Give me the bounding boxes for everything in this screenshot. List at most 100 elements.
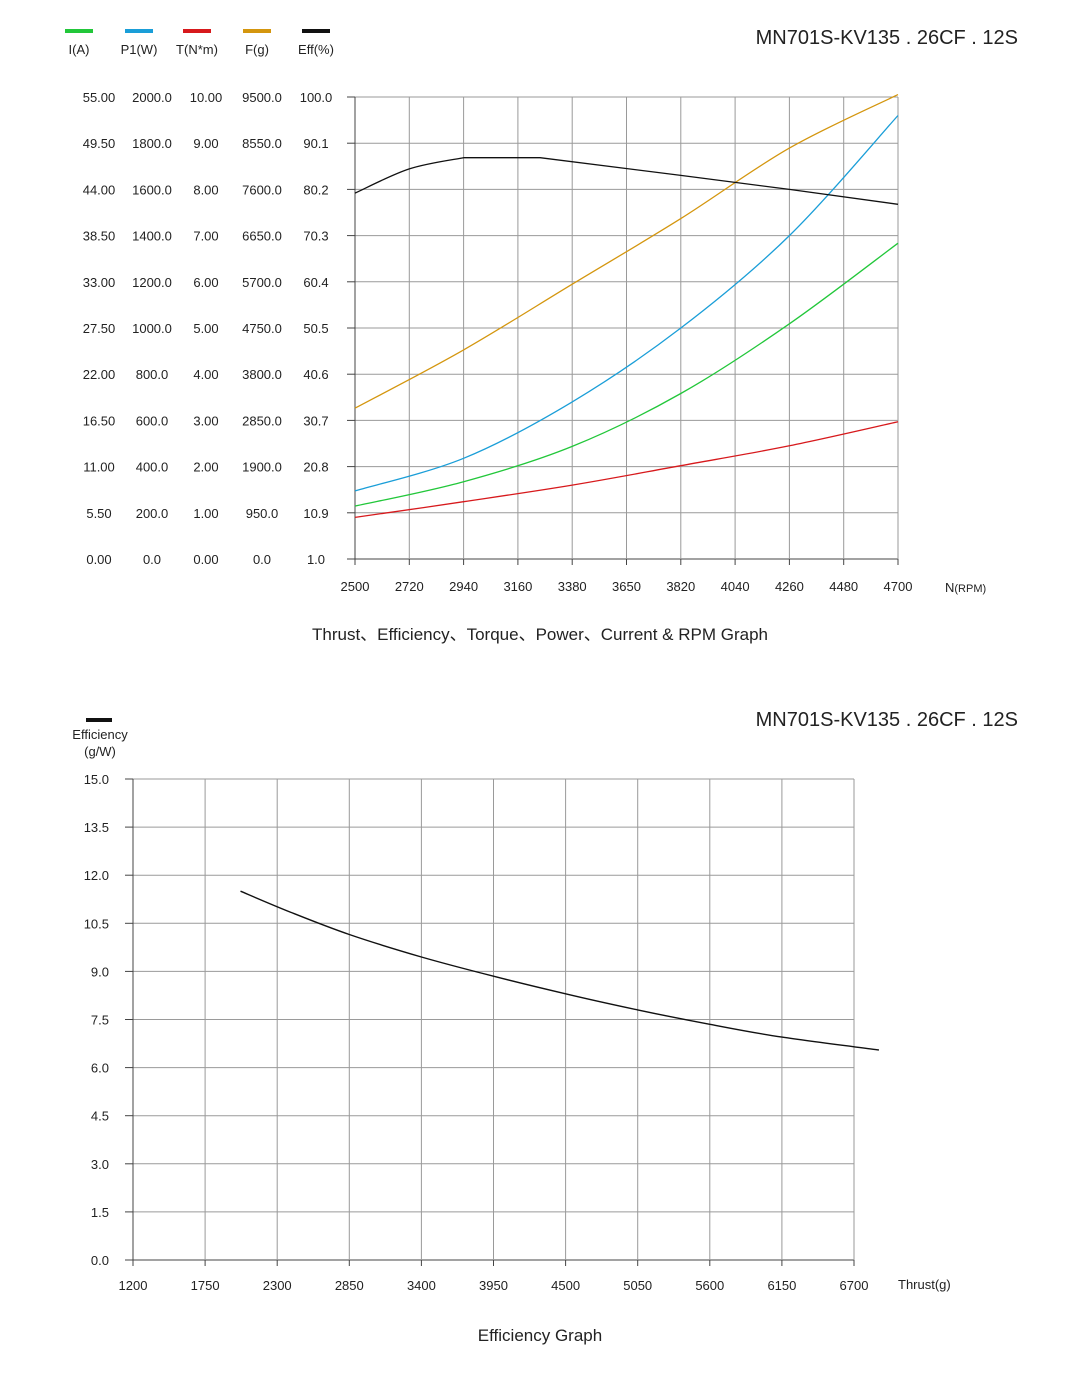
- legend-swatch-1: [125, 29, 153, 33]
- legend-swatch-3: [243, 29, 271, 33]
- chart1-model-label: MN701S-KV135 . 26CF . 12S: [756, 27, 1018, 49]
- series-line-1: [354, 115, 899, 492]
- y-tick-label: 30.7: [303, 413, 328, 428]
- y-tick-label: 16.50: [83, 413, 116, 428]
- x-tick-label: 2940: [449, 579, 478, 594]
- y-tick-label: 49.50: [83, 136, 116, 151]
- x-tick-label: 3400: [407, 1278, 436, 1293]
- series-line-2: [354, 421, 899, 519]
- y-tick-label: 0.00: [86, 552, 111, 567]
- x-tick-label: 5600: [695, 1278, 724, 1293]
- y-tick-label: 4.5: [91, 1109, 109, 1124]
- y-tick-label: 9500.0: [242, 90, 282, 105]
- y-tick-label: 60.4: [303, 275, 328, 290]
- y-tick-label: 1000.0: [132, 321, 172, 336]
- y-tick-label: 8550.0: [242, 136, 282, 151]
- x-tick-label: 2720: [395, 579, 424, 594]
- y-tick-label: 0.00: [193, 552, 218, 567]
- y-tick-label: 44.00: [83, 182, 116, 197]
- x-tick-label: 4500: [551, 1278, 580, 1293]
- x-tick-label: 1750: [191, 1278, 220, 1293]
- y-tick-label: 7.00: [193, 229, 218, 244]
- x-tick-label: 4040: [721, 579, 750, 594]
- x-tick-label: 2300: [263, 1278, 292, 1293]
- y-tick-label: 6650.0: [242, 229, 282, 244]
- series-line-3: [354, 94, 899, 409]
- y-tick-label: 2.00: [193, 460, 218, 475]
- y-tick-label: 8.00: [193, 182, 218, 197]
- y-tick-label: 100.0: [300, 90, 333, 105]
- y-tick-label: 55.00: [83, 90, 116, 105]
- x-tick-label: 3950: [479, 1278, 508, 1293]
- y-tick-label: 5.00: [193, 321, 218, 336]
- y-tick-label: 12.0: [84, 868, 109, 883]
- y-tick-label: 22.00: [83, 367, 116, 382]
- y-tick-label: 10.9: [303, 506, 328, 521]
- y-tick-label: 1900.0: [242, 460, 282, 475]
- chart2-y-axis-label: (g/W): [84, 744, 116, 759]
- y-tick-label: 6.0: [91, 1061, 109, 1076]
- y-tick-label: 6.00: [193, 275, 218, 290]
- legend-label-2: T(N*m): [176, 42, 218, 57]
- legend-label-4: Eff(%): [298, 42, 334, 57]
- chart1-plot: I(A) P1(W) T(N*m) F(g) Eff(%) 2500 2720 2940 316…: [65, 29, 912, 594]
- y-tick-label: 38.50: [83, 229, 116, 244]
- chart2-legend-label: Efficiency: [72, 727, 128, 742]
- legend-label-1: P1(W): [121, 42, 158, 57]
- chart2-plot: 0.0 1.5 3.0 4.5 6.0 7.5 9.0 10.5 12.0 13.5 15.0 120…: [84, 772, 879, 1293]
- y-tick-label: 40.6: [303, 367, 328, 382]
- y-tick-label: 15.0: [84, 772, 109, 787]
- y-tick-label: 0.0: [91, 1253, 109, 1268]
- y-tick-label: 400.0: [136, 460, 169, 475]
- legend-label-0: I(A): [69, 42, 90, 57]
- y-tick-label: 13.5: [84, 820, 109, 835]
- y-tick-label: 0.0: [253, 552, 271, 567]
- y-tick-label: 1.0: [307, 552, 325, 567]
- y-tick-label: 90.1: [303, 136, 328, 151]
- y-tick-label: 950.0: [246, 506, 279, 521]
- y-tick-label: 1400.0: [132, 229, 172, 244]
- x-tick-label: 4260: [775, 579, 804, 594]
- legend-swatch-0: [65, 29, 93, 33]
- y-tick-label: 27.50: [83, 321, 116, 336]
- efficiency-series-line-0: [240, 890, 879, 1051]
- x-tick-label: 4700: [884, 579, 913, 594]
- y-tick-label: 2000.0: [132, 90, 172, 105]
- x-tick-label: 5050: [623, 1278, 652, 1293]
- x-tick-label: 3650: [612, 579, 641, 594]
- series-line-4: [354, 157, 899, 205]
- y-tick-label: 1.5: [91, 1205, 109, 1220]
- x-tick-label: 2850: [335, 1278, 364, 1293]
- y-tick-label: 50.5: [303, 321, 328, 336]
- x-tick-label: 3160: [503, 579, 532, 594]
- y-tick-label: 3.0: [91, 1157, 109, 1172]
- legend-swatch-4: [302, 29, 330, 33]
- x-tick-label: 2500: [341, 579, 370, 594]
- y-tick-label: 4750.0: [242, 321, 282, 336]
- y-tick-label: 3800.0: [242, 367, 282, 382]
- y-tick-label: 70.3: [303, 229, 328, 244]
- chart1-caption: Thrust、Efficiency、Torque、Power、Current &…: [312, 625, 768, 644]
- y-tick-label: 0.0: [143, 552, 161, 567]
- y-tick-label: 33.00: [83, 275, 116, 290]
- y-tick-label: 1600.0: [132, 182, 172, 197]
- y-tick-label: 1200.0: [132, 275, 172, 290]
- y-tick-label: 1.00: [193, 506, 218, 521]
- y-tick-label: 1800.0: [132, 136, 172, 151]
- y-tick-label: 200.0: [136, 506, 169, 521]
- y-tick-label: 5700.0: [242, 275, 282, 290]
- y-tick-label: 7.5: [91, 1013, 109, 1028]
- x-tick-label: 6150: [767, 1278, 796, 1293]
- series-line-0: [354, 242, 899, 507]
- chart2-caption: Efficiency Graph: [478, 1326, 602, 1345]
- y-tick-label: 9.0: [91, 964, 109, 979]
- y-tick-label: 80.2: [303, 182, 328, 197]
- y-tick-label: 3.00: [193, 413, 218, 428]
- chart2-legend-swatch: [86, 718, 112, 722]
- y-tick-label: 800.0: [136, 367, 169, 382]
- legend-label-3: F(g): [245, 42, 269, 57]
- y-tick-label: 10.00: [190, 90, 223, 105]
- chart1-x-axis-label: N(RPM): [945, 580, 986, 595]
- y-tick-label: 9.00: [193, 136, 218, 151]
